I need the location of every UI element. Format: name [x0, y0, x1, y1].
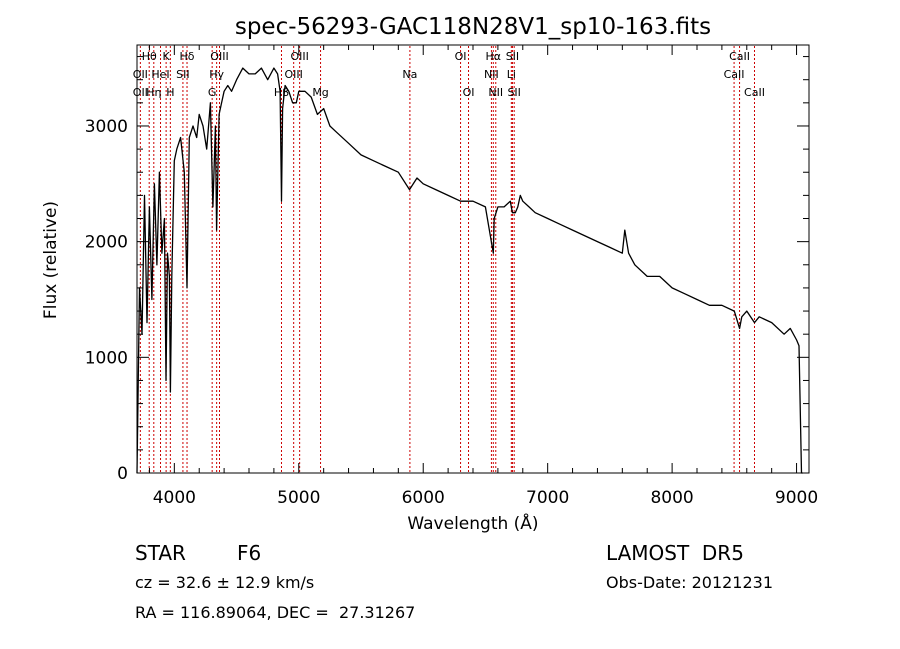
spectral-line-label-26: CaII — [724, 68, 745, 81]
survey-label: LAMOST DR5 — [606, 541, 744, 565]
spectral-line-label-15: Mg — [312, 86, 328, 99]
spectral-line-label-24: SII — [507, 86, 520, 99]
obs-date-text: Obs-Date: 20121231 — [606, 573, 774, 592]
spectral-line-label-22: Li — [507, 68, 516, 81]
spectral-line-label-6: Hδ — [180, 50, 195, 63]
spectral-line-label-11: G — [208, 86, 217, 99]
spectral-line-label-19: Hα — [486, 50, 502, 63]
series-line-0 — [136, 67, 803, 474]
spectral-line-label-17: OI — [455, 50, 467, 63]
x-tick-label-6000: 6000 — [402, 488, 445, 508]
spectral-line-label-27: CaII — [744, 86, 765, 99]
x-tick-label-8000: 8000 — [650, 488, 693, 508]
redshift-text: cz = 32.6 ± 12.9 km/s — [135, 573, 315, 592]
x-axis-label: Wavelength (Å) — [407, 512, 538, 534]
x-tick-label-7000: 7000 — [526, 488, 569, 508]
spectral-line-label-3: K — [163, 50, 171, 63]
x-tick-label-5000: 5000 — [277, 488, 320, 508]
y-tick-label-1000: 1000 — [85, 348, 128, 368]
spectral-line-label-12: OIII — [290, 50, 308, 63]
spectral-line-markers — [139, 46, 755, 472]
x-tick-label-4000: 4000 — [153, 488, 196, 508]
chart-title: spec-56293-GAC118N28V1_sp10-163.fits — [235, 14, 711, 40]
spectral-line-label-8: H — [166, 86, 174, 99]
y-axis-label: Flux (relative) — [41, 201, 61, 319]
spectral-line-label-9: OIII — [210, 50, 228, 63]
spectral-line-label-18: OI — [463, 86, 475, 99]
spectral-line-label-10: Hγ — [209, 68, 224, 81]
spectral-line-label-25: CaII — [729, 50, 750, 63]
y-tick-label-3000: 3000 — [85, 117, 128, 137]
series-layer — [136, 67, 803, 474]
spectral-line-label-5: Hη — [146, 86, 161, 99]
spectral-line-label-1: OII — [133, 68, 148, 81]
spectral-line-label-23: NII — [488, 86, 503, 99]
coordinates-text: RA = 116.89064, DEC = 27.31267 — [135, 603, 416, 622]
spectral-line-label-21: NII — [484, 68, 499, 81]
y-tick-label-2000: 2000 — [85, 233, 128, 253]
spectral-line-label-16: Na — [402, 68, 417, 81]
spectral-line-label-0: Hθ — [142, 50, 157, 63]
x-tick-label-9000: 9000 — [775, 488, 818, 508]
plot-frame — [136, 44, 810, 474]
spectral-line-label-20: SII — [506, 50, 519, 63]
object-subclass: F6 — [237, 541, 262, 565]
spectral-line-label-2: OII — [133, 86, 148, 99]
spectral-line-label-13: OIII — [284, 68, 302, 81]
axis-ticks: 4000 5000 6000 7000 8000 9000 0 1000 2000 3000 — [85, 45, 818, 508]
object-class: STAR — [135, 541, 186, 565]
spectral-line-label-7: SII — [176, 68, 189, 81]
y-tick-label-0: 0 — [117, 464, 128, 484]
spectral-line-label-4: HeI — [151, 68, 169, 81]
